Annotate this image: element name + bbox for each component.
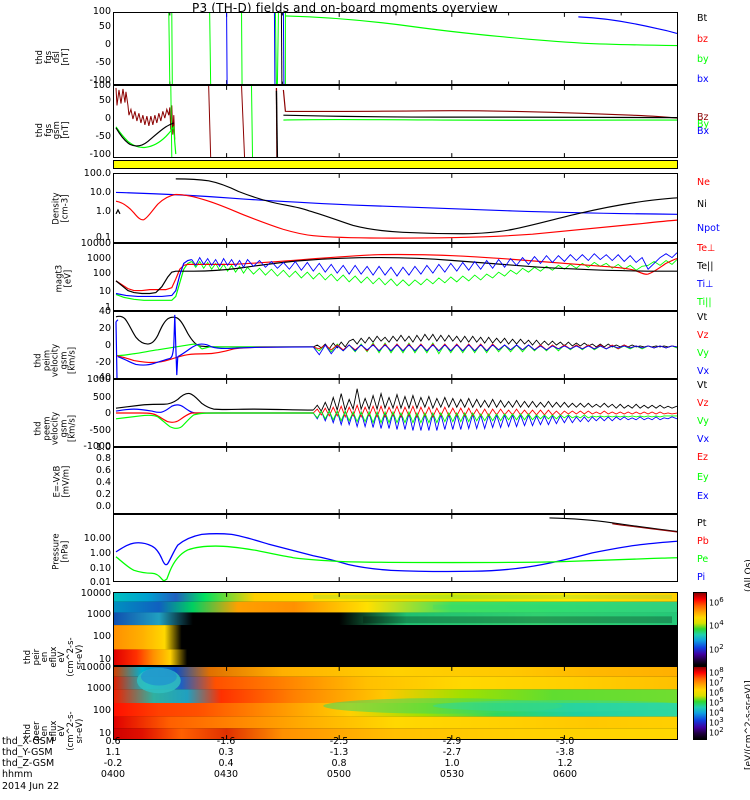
z-gsm-val-1: 0.4 — [218, 758, 234, 769]
panel-peir-spectrogram — [113, 592, 678, 666]
legend-vx-e: Vx — [697, 434, 710, 445]
panel-fgs-gsm — [113, 85, 678, 158]
legend-ez: Ez — [697, 452, 708, 463]
legend-vz-e: Vz — [697, 398, 709, 409]
legend-ti-par: Ti|| — [697, 297, 712, 308]
all-qs-label: (All Qs) — [744, 559, 750, 592]
panel-peer-spectrogram — [113, 666, 678, 740]
legend-vx-i: Vx — [697, 366, 710, 377]
legend-ni: Ni — [697, 199, 707, 210]
row-label-hhmm: hhmm — [2, 769, 33, 780]
legend-ex: Ex — [697, 491, 709, 502]
x-gsm-val-2: -2.5 — [329, 736, 349, 747]
legend-vt-e: Vt — [697, 380, 708, 391]
time-tick-2: 0500 — [326, 769, 352, 780]
legend-vz-i: Vz — [697, 330, 709, 341]
time-tick-0: 0400 — [100, 769, 126, 780]
colorbar-electrons — [693, 666, 707, 740]
legend-By: By — [697, 119, 710, 130]
legend-ne: Ne — [697, 177, 710, 188]
colorbar-electrons-ticks: 108 107 106 105 104 103 102 — [709, 666, 724, 738]
row-label-x-gsm: thd_X-GSM — [2, 736, 54, 747]
page-title: P3 (TH-D) fields and on-board moments ov… — [192, 1, 498, 15]
z-gsm-val-2: 0.8 — [331, 758, 347, 769]
y-gsm-val-3: -2.7 — [442, 747, 462, 758]
ytitle-peer: thd peer en eflux eV (cm^2-s- sr-eV) — [22, 711, 85, 751]
x-gsm-val-0: 0.6 — [105, 736, 121, 747]
legend-Bz: Bz — [697, 112, 709, 123]
colorbar-ions — [693, 592, 707, 666]
row-label-y-gsm: thd_Y-GSM — [2, 747, 53, 758]
panel-density — [113, 173, 678, 243]
legend-bt: Bt — [697, 13, 708, 24]
y-gsm-val-2: -1.3 — [329, 747, 349, 758]
colorbar-unit-label: [eV/(cm^2-s-sr-eV)] — [744, 680, 750, 770]
colorbar-ions-ticks: 106 104 102 — [709, 596, 724, 655]
time-tick-1: 0430 — [213, 769, 239, 780]
legend-te-par: Te|| — [697, 261, 714, 272]
panel-peem-velocity — [113, 379, 678, 447]
legend-bz: bz — [697, 34, 709, 45]
legend-te-perp: Te⊥ — [697, 243, 716, 254]
z-gsm-val-3: 1.0 — [444, 758, 460, 769]
mode-bar — [113, 160, 678, 169]
row-label-z-gsm: thd_Z-GSM — [2, 758, 55, 769]
y-gsm-val-4: -3.8 — [555, 747, 575, 758]
panel-efield — [113, 447, 678, 514]
ytitle-pressure: Pressure [nPa] — [51, 533, 70, 570]
legend-npot: Npot — [697, 223, 720, 234]
legend-vy-i: Vy — [697, 348, 709, 359]
legend-ti-perp: Ti⊥ — [697, 279, 714, 290]
legend-vt-i: Vt — [697, 312, 708, 323]
panel-pressure — [113, 514, 678, 582]
legend-pt: Pt — [697, 518, 707, 529]
z-gsm-val-4: 1.2 — [557, 758, 573, 769]
legend-pb: Pb — [697, 536, 709, 547]
z-gsm-val-0: -0.2 — [103, 758, 123, 769]
legend-pe: Pe — [697, 554, 709, 565]
x-gsm-val-1: -1.6 — [216, 736, 236, 747]
legend-bx: bx — [697, 74, 709, 85]
panel-fgs-dsl — [113, 12, 678, 85]
time-tick-3: 0530 — [439, 769, 465, 780]
legend-Bx: Bx — [697, 126, 710, 137]
y-gsm-val-1: 0.3 — [218, 747, 234, 758]
legend-ey: Ey — [697, 472, 709, 483]
legend-pi: Pi — [697, 572, 706, 583]
legend-by: by — [697, 54, 709, 65]
date-label: 2014 Jun 22 — [2, 781, 60, 792]
panel-peim-velocity — [113, 311, 678, 379]
x-gsm-val-3: -2.9 — [442, 736, 462, 747]
time-tick-4: 0600 — [552, 769, 578, 780]
y-gsm-val-0: 1.1 — [105, 747, 121, 758]
panel-magt3 — [113, 243, 678, 311]
x-gsm-val-4: -3.0 — [555, 736, 575, 747]
legend-vy-e: Vy — [697, 416, 709, 427]
